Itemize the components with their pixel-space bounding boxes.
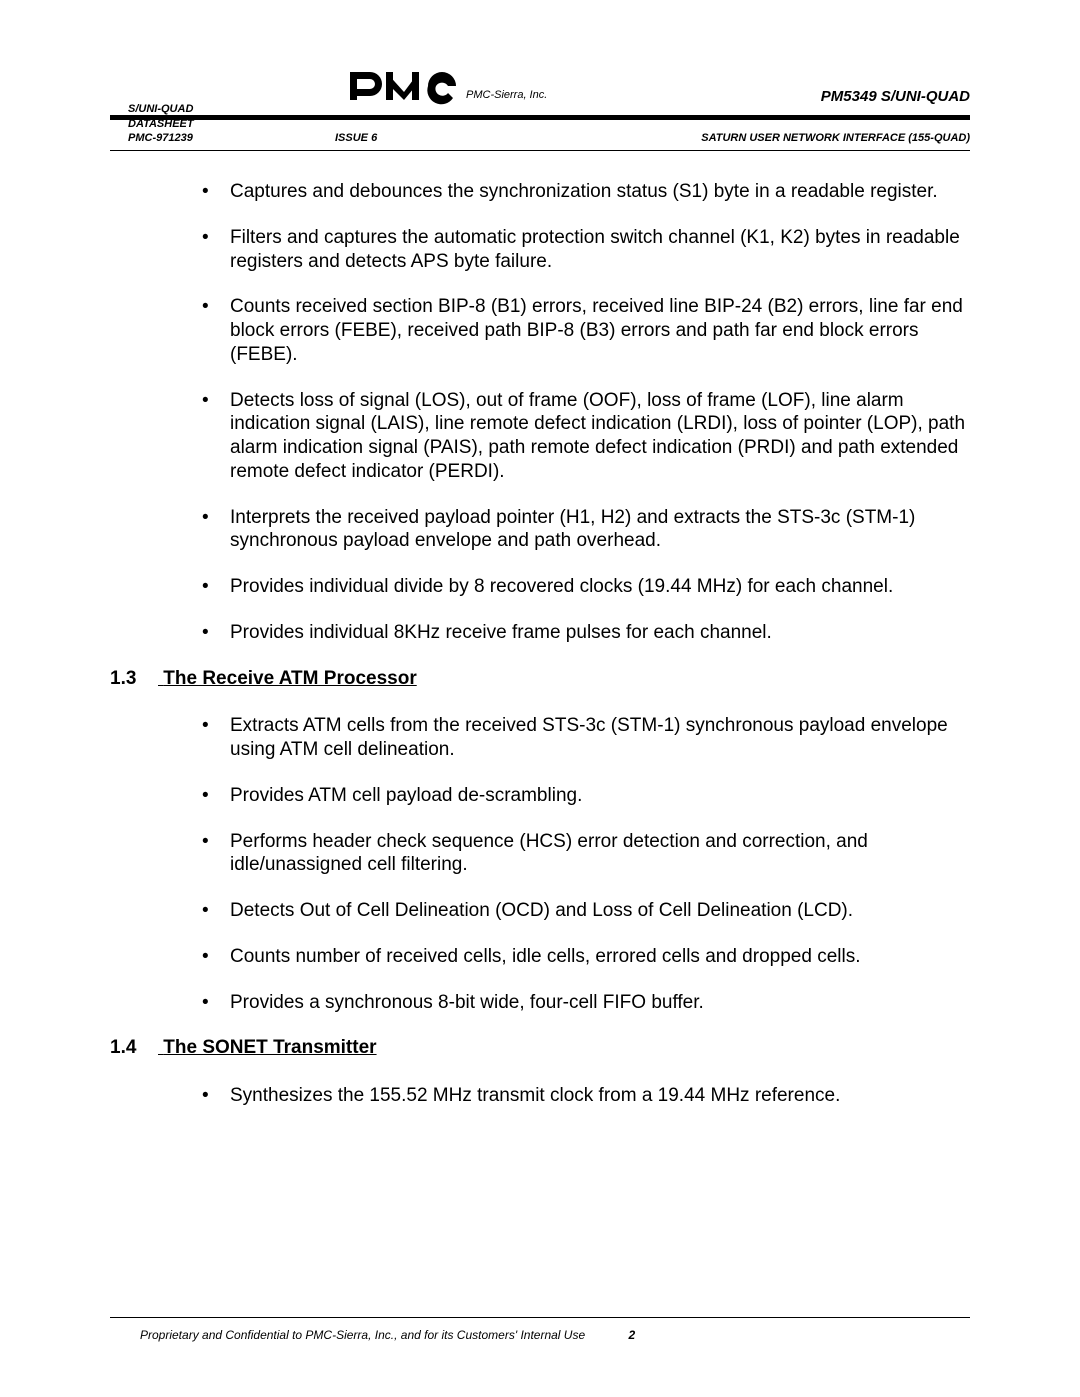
- section-number: 1.3: [110, 667, 158, 691]
- section-heading-1-3: 1.3 The Receive ATM Processor: [110, 667, 970, 691]
- bullet-item: Detects Out of Cell Delineation (OCD) an…: [202, 899, 970, 923]
- bullet-item: Provides individual 8KHz receive frame p…: [202, 621, 970, 645]
- bullet-item: Performs header check sequence (HCS) err…: [202, 830, 970, 878]
- header-row2: PMC-971239 ISSUE 6 SATURN USER NETWORK I…: [110, 132, 970, 144]
- header-thin-rule: [110, 150, 970, 151]
- page: PMC-Sierra, Inc. PM5349 S/UNI-QUAD S/UNI…: [0, 0, 1080, 1170]
- bullet-item: Counts number of received cells, idle ce…: [202, 945, 970, 969]
- footer-text: Proprietary and Confidential to PMC-Sier…: [140, 1328, 585, 1342]
- bullet-item: Captures and debounces the synchronizati…: [202, 180, 970, 204]
- logo-block: PMC-Sierra, Inc.: [350, 70, 547, 105]
- bullet-item: Interprets the received payload pointer …: [202, 506, 970, 554]
- bullet-item: Filters and captures the automatic prote…: [202, 226, 970, 274]
- bullet-item: Counts received section BIP-8 (B1) error…: [202, 295, 970, 366]
- page-header: PMC-Sierra, Inc. PM5349 S/UNI-QUAD S/UNI…: [110, 70, 970, 160]
- doc-number: PMC-971239: [110, 132, 193, 144]
- section-heading-1-4: 1.4 The SONET Transmitter: [110, 1036, 970, 1060]
- product-code: PM5349 S/UNI-QUAD: [821, 88, 970, 105]
- bullet-item: Synthesizes the 155.52 MHz transmit cloc…: [202, 1084, 970, 1108]
- bullet-item: Provides ATM cell payload de-scrambling.: [202, 784, 970, 808]
- bullet-list-continued: Captures and debounces the synchronizati…: [110, 180, 970, 645]
- page-number: 2: [629, 1328, 636, 1342]
- section-title: The SONET Transmitter: [163, 1037, 376, 1058]
- doc-subtitle: SATURN USER NETWORK INTERFACE (155-QUAD): [701, 132, 970, 144]
- company-name: PMC-Sierra, Inc.: [466, 89, 547, 101]
- issue-number: ISSUE 6: [335, 132, 377, 144]
- bullet-list-1-4: Synthesizes the 155.52 MHz transmit cloc…: [110, 1084, 970, 1108]
- footer-text-wrap: Proprietary and Confidential to PMC-Sier…: [110, 1328, 970, 1342]
- page-content: Captures and debounces the synchronizati…: [110, 160, 970, 1108]
- bullet-item: Provides a synchronous 8-bit wide, four-…: [202, 991, 970, 1015]
- header-thick-rule: [110, 115, 970, 120]
- bullet-item: Extracts ATM cells from the received STS…: [202, 714, 970, 762]
- section-number: 1.4: [110, 1036, 158, 1060]
- pmc-logo-icon: [350, 70, 460, 105]
- footer-rule: [110, 1317, 970, 1318]
- page-footer: Proprietary and Confidential to PMC-Sier…: [110, 1317, 970, 1342]
- bullet-list-1-3: Extracts ATM cells from the received STS…: [110, 714, 970, 1014]
- bullet-item: Detects loss of signal (LOS), out of fra…: [202, 389, 970, 484]
- bullet-item: Provides individual divide by 8 recovere…: [202, 575, 970, 599]
- section-title: The Receive ATM Processor: [163, 668, 416, 689]
